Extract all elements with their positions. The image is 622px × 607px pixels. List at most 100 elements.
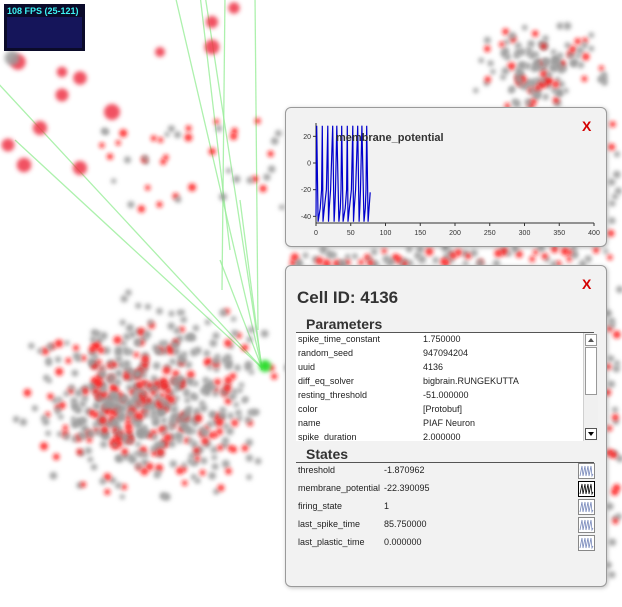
inactive-neuron — [558, 80, 565, 88]
connection-line — [175, 0, 263, 369]
active-neuron — [566, 256, 572, 262]
active-neuron — [113, 336, 122, 344]
inactive-neuron — [63, 390, 70, 397]
plot-toggle-icon[interactable] — [578, 481, 595, 497]
plot-toggle-icon[interactable] — [578, 517, 595, 533]
active-neuron — [163, 154, 169, 161]
active-neuron — [81, 387, 89, 395]
active-neuron — [502, 28, 509, 35]
inactive-neuron — [168, 310, 175, 317]
inactive-neuron — [516, 76, 523, 84]
active-neuron — [494, 249, 503, 258]
inactive-neuron — [382, 255, 391, 263]
inactive-neuron — [71, 435, 78, 443]
inactive-neuron — [153, 471, 161, 479]
inactive-neuron — [127, 438, 134, 445]
active-neuron — [188, 183, 197, 192]
inactive-neuron — [100, 440, 108, 448]
selected-neuron[interactable] — [259, 360, 271, 372]
inactive-neuron — [521, 24, 528, 31]
inactive-neuron — [115, 482, 122, 489]
active-neuron — [540, 43, 547, 50]
plot-toggle-icon[interactable] — [578, 463, 595, 479]
active-neuron — [181, 480, 188, 486]
parameter-value: -51.000000 — [423, 390, 469, 400]
inactive-neuron — [542, 58, 548, 64]
inactive-neuron — [200, 387, 208, 395]
inactive-neuron — [180, 423, 189, 432]
active-neuron — [145, 185, 151, 191]
close-plot-button[interactable]: X — [582, 118, 592, 134]
scroll-thumb[interactable] — [585, 347, 597, 395]
inactive-neuron — [90, 463, 98, 471]
active-neuron — [86, 437, 93, 443]
cell-id-title: Cell ID: 4136 — [297, 288, 399, 307]
inactive-neuron — [159, 441, 166, 448]
inactive-neuron — [236, 415, 243, 422]
connection-line — [14, 139, 263, 369]
inactive-neuron — [608, 317, 616, 325]
inactive-neuron — [181, 351, 188, 357]
inactive-neuron — [414, 252, 422, 260]
membrane-potential-plot-panel: 0 50 100 150 200 250 300 350 400 20 0 -20 -40 membran… — [285, 107, 607, 247]
inactive-neuron — [212, 332, 220, 340]
active-neuron — [109, 383, 118, 391]
active-neuron — [515, 250, 523, 258]
inactive-neuron — [608, 538, 617, 546]
inactive-neuron — [164, 131, 170, 137]
inactive-neuron — [576, 46, 584, 55]
scroll-down-arrow-icon[interactable] — [585, 428, 597, 440]
inactive-neuron — [338, 259, 345, 266]
inactive-neuron — [528, 87, 536, 95]
neuron-dots — [1, 2, 622, 579]
inactive-neuron — [180, 413, 188, 421]
inactive-neuron — [76, 419, 85, 427]
inactive-neuron — [168, 440, 176, 448]
plot-toggle-icon[interactable] — [578, 499, 595, 515]
parameters-scrollbar[interactable] — [583, 333, 598, 441]
inactive-neuron — [120, 340, 127, 347]
inactive-neuron — [179, 356, 187, 365]
inactive-neuron — [370, 248, 378, 256]
inactive-neuron — [253, 409, 260, 415]
active-neuron — [367, 259, 374, 267]
inactive-neuron — [268, 165, 276, 173]
inactive-neuron — [246, 474, 252, 480]
scroll-up-arrow-icon[interactable] — [585, 334, 597, 346]
active-neuron — [98, 416, 107, 425]
active-neuron — [358, 259, 365, 266]
inactive-neuron — [270, 137, 279, 145]
active-neuron — [231, 127, 238, 134]
inactive-neuron — [527, 40, 535, 48]
inactive-neuron — [613, 170, 621, 179]
connection-line — [221, 0, 226, 291]
inactive-neuron — [344, 253, 351, 260]
inactive-neuron — [172, 348, 181, 356]
active-neuron — [47, 393, 54, 400]
plot-toggle-icon[interactable] — [578, 535, 595, 551]
inactive-neuron — [228, 392, 237, 401]
inactive-neuron — [137, 387, 144, 395]
inactive-neuron — [246, 176, 254, 184]
active-neuron — [552, 80, 560, 88]
inactive-neuron — [100, 127, 108, 135]
inactive-neuron — [192, 409, 199, 415]
inactive-neuron — [493, 259, 500, 267]
inactive-neuron — [588, 45, 595, 52]
active-neuron — [88, 345, 96, 353]
inactive-neuron — [169, 460, 177, 468]
inactive-neuron — [234, 364, 241, 372]
inactive-neuron — [218, 412, 227, 420]
inactive-neuron — [54, 356, 62, 363]
y-tick-label: 0 — [307, 161, 311, 168]
parameters-list[interactable]: spike_time_constant 1.750000 random_seed 94… — [296, 333, 598, 441]
active-neuron — [231, 419, 239, 427]
inactive-neuron — [244, 416, 252, 424]
inactive-neuron — [111, 178, 117, 184]
inactive-neuron — [115, 454, 124, 463]
inactive-neuron — [123, 333, 131, 341]
close-cell-panel-button[interactable]: X — [582, 276, 592, 292]
inactive-neuron — [529, 81, 536, 88]
inactive-neuron — [223, 423, 230, 430]
